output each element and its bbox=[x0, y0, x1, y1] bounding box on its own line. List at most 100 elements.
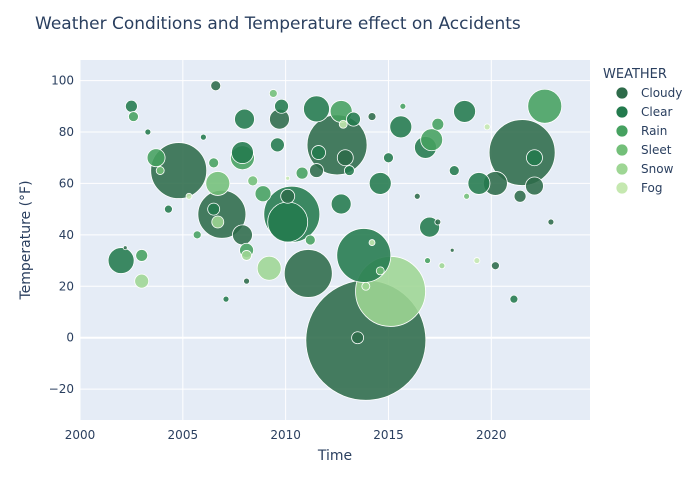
y-tick-label: 0 bbox=[66, 331, 74, 345]
bubble-snow[interactable] bbox=[211, 215, 225, 229]
x-tick-label: 2000 bbox=[65, 428, 96, 442]
bubble-clear[interactable] bbox=[274, 98, 289, 114]
bubble-cloudy[interactable] bbox=[525, 176, 544, 196]
legend-item-label[interactable]: Sleet bbox=[641, 143, 672, 157]
x-tick-label: 2020 bbox=[476, 428, 507, 442]
bubble-fog[interactable] bbox=[473, 257, 481, 264]
bubble-clear[interactable] bbox=[346, 111, 361, 127]
bubble-rain[interactable] bbox=[431, 117, 445, 131]
bubble-cloudy[interactable] bbox=[491, 261, 500, 271]
bubble-clear[interactable] bbox=[107, 247, 135, 274]
bubble-clear[interactable] bbox=[368, 172, 392, 195]
bubble-clear[interactable] bbox=[311, 145, 326, 160]
bubble-cloudy[interactable] bbox=[449, 247, 455, 253]
bubble-clear[interactable] bbox=[330, 193, 352, 215]
bubble-clear[interactable] bbox=[199, 133, 207, 141]
legend-item-label[interactable]: Cloudy bbox=[641, 86, 682, 100]
bubble-clear[interactable] bbox=[453, 100, 476, 123]
bubble-sleet[interactable] bbox=[155, 166, 165, 175]
bubble-clear[interactable] bbox=[125, 99, 138, 113]
bubble-clear[interactable] bbox=[231, 141, 254, 164]
bubble-cloudy[interactable] bbox=[122, 245, 128, 251]
bubble-snow[interactable] bbox=[134, 273, 150, 289]
bubble-cloudy[interactable] bbox=[367, 112, 377, 121]
bubble-fog[interactable] bbox=[483, 123, 491, 131]
legend-item-label[interactable]: Snow bbox=[641, 162, 674, 176]
bubble-clear[interactable] bbox=[144, 128, 152, 136]
bubble-clear[interactable] bbox=[526, 149, 543, 167]
legend-item-label[interactable]: Clear bbox=[641, 105, 672, 119]
bubble-clear[interactable] bbox=[467, 172, 491, 195]
bubble-rain[interactable] bbox=[399, 102, 407, 110]
y-tick-label: 60 bbox=[59, 176, 74, 190]
bubble-sleet[interactable] bbox=[205, 171, 231, 196]
bubble-rain[interactable] bbox=[128, 111, 139, 122]
y-axis-ticks: −20 0 20 40 60 80 100 bbox=[49, 74, 74, 397]
bubble-clear[interactable] bbox=[389, 115, 413, 139]
bubble-cloudy[interactable] bbox=[488, 119, 556, 186]
legend-item-label[interactable]: Rain bbox=[641, 124, 667, 138]
bubble-clear[interactable] bbox=[207, 202, 221, 216]
bubble-layer bbox=[107, 80, 563, 401]
bubble-snow[interactable] bbox=[241, 250, 252, 261]
legend-swatch bbox=[615, 124, 629, 138]
y-tick-label: −20 bbox=[49, 382, 74, 396]
bubble-clear[interactable] bbox=[267, 201, 309, 243]
legend-swatch bbox=[615, 162, 629, 176]
bubble-rain[interactable] bbox=[304, 234, 316, 246]
bubble-cloudy[interactable] bbox=[434, 218, 442, 226]
bubble-clear[interactable] bbox=[234, 108, 255, 130]
bubble-cloudy[interactable] bbox=[413, 192, 421, 200]
bubble-rain[interactable] bbox=[135, 249, 149, 262]
bubble-rain[interactable] bbox=[208, 157, 220, 169]
y-tick-label: 40 bbox=[59, 228, 74, 242]
y-tick-label: 20 bbox=[59, 279, 74, 293]
bubble-cloudy[interactable] bbox=[283, 249, 333, 298]
legend-title: WEATHER bbox=[603, 67, 667, 82]
bubble-rain[interactable] bbox=[192, 230, 202, 240]
bubble-rain[interactable] bbox=[254, 185, 272, 203]
bubble-clear[interactable] bbox=[164, 204, 173, 214]
bubble-sleet[interactable] bbox=[375, 266, 385, 276]
bubble-clear[interactable] bbox=[343, 165, 355, 176]
bubble-sleet[interactable] bbox=[463, 192, 471, 200]
bubble-sleet[interactable] bbox=[268, 89, 278, 98]
bubble-clear[interactable] bbox=[448, 165, 460, 176]
bubble-cloudy[interactable] bbox=[280, 188, 296, 204]
y-axis-title: Temperature (°F) bbox=[18, 180, 34, 300]
bubble-clear[interactable] bbox=[509, 294, 519, 304]
bubble-cloudy[interactable] bbox=[336, 149, 354, 167]
bubble-rain[interactable] bbox=[146, 148, 166, 168]
bubble-rain[interactable] bbox=[295, 166, 309, 180]
legend: WEATHER Cloudy Clear Rain Sleet Snow Fog bbox=[603, 67, 682, 195]
bubble-fog[interactable] bbox=[338, 119, 348, 129]
legend-swatch bbox=[615, 181, 629, 195]
legend-swatch bbox=[615, 86, 629, 100]
bubble-cloudy[interactable] bbox=[351, 331, 365, 345]
x-tick-label: 2015 bbox=[373, 428, 404, 442]
bubble-snow[interactable] bbox=[438, 262, 446, 270]
bubble-fog[interactable] bbox=[285, 175, 291, 181]
bubble-clear[interactable] bbox=[383, 152, 394, 164]
bubble-rain[interactable] bbox=[424, 257, 431, 264]
bubble-clear[interactable] bbox=[222, 295, 230, 303]
bubble-rain[interactable] bbox=[527, 88, 563, 124]
x-axis-title: Time bbox=[317, 448, 352, 464]
bubble-fog[interactable] bbox=[185, 192, 193, 200]
bubble-snow[interactable] bbox=[256, 255, 282, 281]
legend-item-label[interactable]: Fog bbox=[641, 181, 662, 195]
bubble-fog[interactable] bbox=[368, 239, 376, 246]
bubble-cloudy[interactable] bbox=[547, 218, 555, 226]
bubble-cloudy[interactable] bbox=[210, 80, 222, 92]
bubble-sleet[interactable] bbox=[247, 175, 259, 187]
bubble-cloudy[interactable] bbox=[243, 277, 250, 285]
bubble-rain[interactable] bbox=[420, 128, 444, 152]
bubble-cloudy[interactable] bbox=[309, 163, 324, 178]
bubble-snow[interactable] bbox=[361, 281, 371, 291]
bubble-cloudy[interactable] bbox=[232, 224, 253, 246]
bubble-clear[interactable] bbox=[303, 95, 330, 123]
bubble-clear[interactable] bbox=[270, 137, 285, 153]
bubble-cloudy[interactable] bbox=[513, 189, 527, 203]
